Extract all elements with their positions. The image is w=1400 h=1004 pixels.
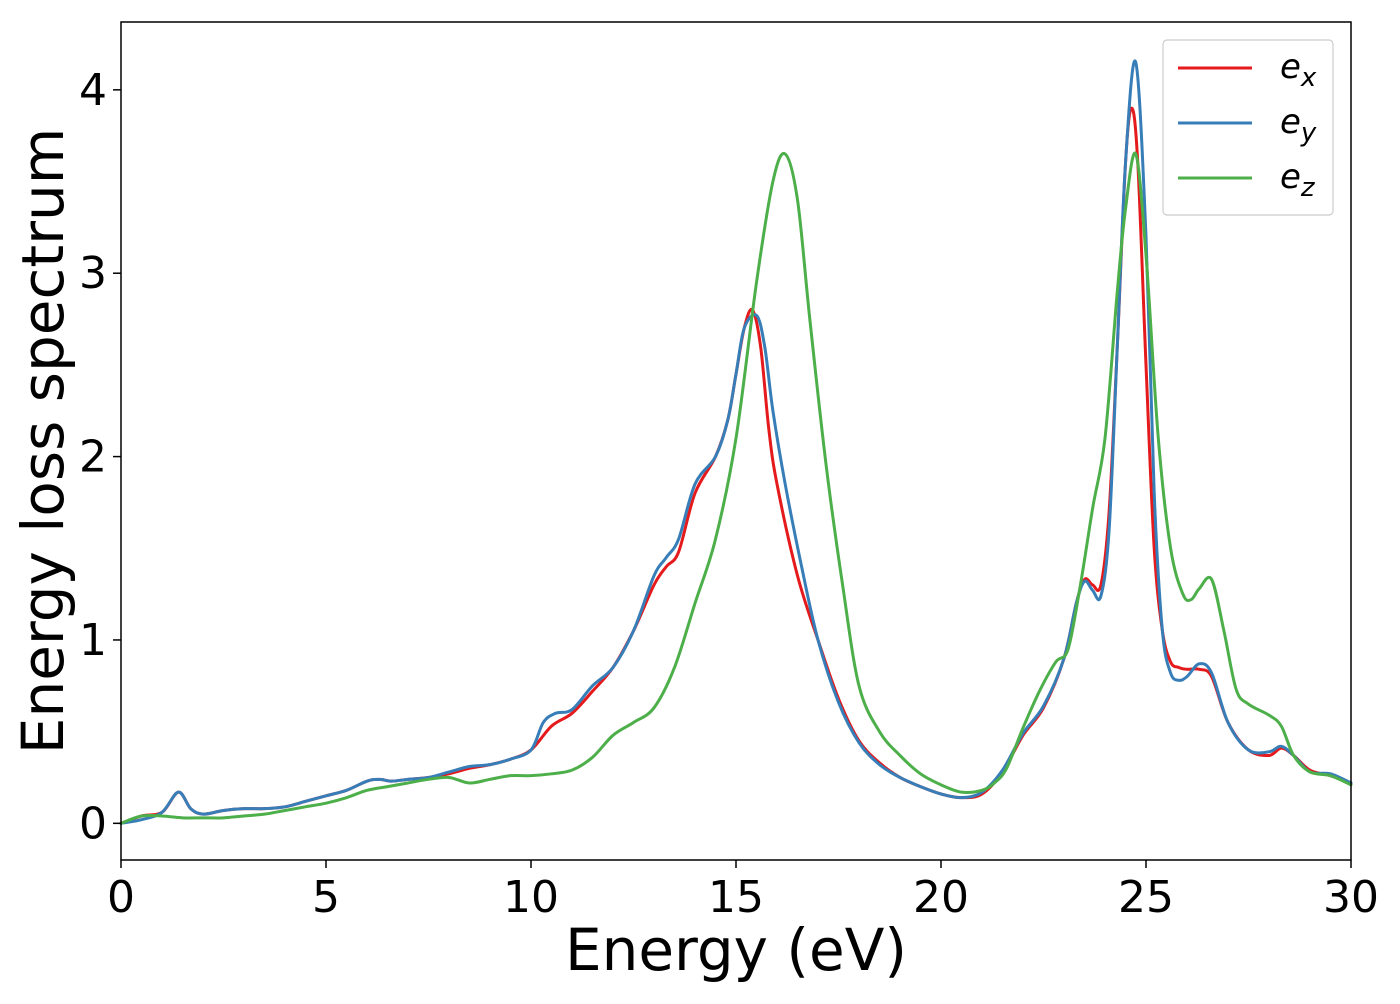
y-tick-label: 0 (79, 798, 107, 849)
x-axis-title: Energy (eV) (565, 916, 907, 984)
x-tick-label: 5 (312, 872, 340, 923)
x-tick-label: 15 (708, 872, 764, 923)
legend-label-y: ey (1280, 102, 1317, 148)
y-tick-label: 1 (79, 615, 107, 666)
y-tick-label: 4 (79, 65, 107, 116)
y-tick-label: 2 (79, 432, 107, 483)
legend-label-x: ex (1280, 47, 1317, 93)
legend-label-z: ez (1280, 157, 1316, 203)
legend-box (1162, 39, 1334, 216)
y-axis-ticks: 0 1 2 3 4 (79, 65, 121, 849)
series-line-z (119, 151, 1353, 825)
y-axis-title: Energy loss spectrum (9, 128, 77, 754)
x-tick-label: 0 (107, 872, 135, 923)
legend: ex ey ez (1162, 39, 1334, 216)
y-tick-label: 3 (79, 248, 107, 299)
series-lines (119, 59, 1353, 825)
x-tick-label: 20 (913, 872, 969, 923)
series-line-y (119, 59, 1353, 825)
x-tick-label: 10 (503, 872, 559, 923)
x-tick-label: 25 (1118, 872, 1174, 923)
x-tick-label: 30 (1323, 872, 1379, 923)
x-axis-ticks: 0 5 10 15 20 25 30 (107, 860, 1379, 923)
